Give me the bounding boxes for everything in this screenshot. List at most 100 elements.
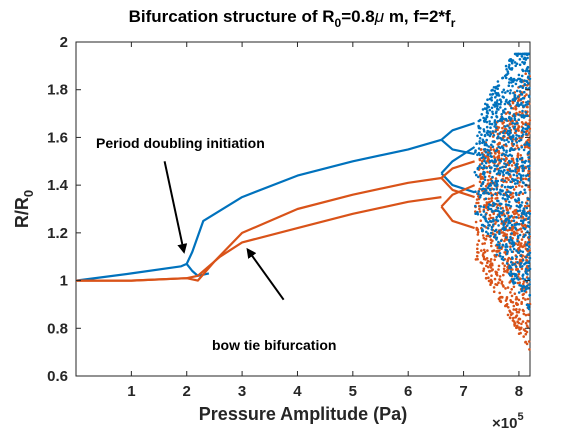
chaos-point-blue (522, 130, 526, 134)
chaos-point-blue (491, 220, 495, 223)
chaos-point-orange (501, 231, 505, 234)
chart-title: Bifurcation structure of R0=0.8μ m, f=2*… (129, 7, 456, 30)
chaos-point-blue (520, 80, 523, 84)
chaos-point-blue (520, 289, 524, 293)
x-tick-label: 3 (238, 383, 246, 400)
chaos-point-blue (523, 83, 527, 87)
chaos-point-blue (519, 215, 523, 218)
chaos-point-blue (508, 58, 512, 61)
chaos-point-blue (485, 115, 489, 118)
chaos-point-blue (521, 209, 525, 213)
chaos-point-blue (519, 249, 522, 253)
chaos-point-blue (519, 219, 523, 222)
chaos-point-blue (510, 160, 513, 163)
series-branch-blue (440, 146, 476, 174)
chaos-point-orange (508, 122, 512, 125)
chaos-point-orange (512, 161, 516, 164)
chaos-point-orange (490, 244, 493, 248)
chaos-point-blue (511, 84, 514, 88)
chaos-point-blue (502, 223, 505, 227)
chaos-point-blue (496, 87, 500, 90)
chaos-point-orange (495, 273, 499, 277)
chaos-point-orange (524, 240, 527, 244)
chaos-point-orange (524, 72, 527, 75)
chaos-point-blue (480, 166, 484, 169)
chaos-point-blue (517, 291, 521, 294)
chaos-point-blue (521, 104, 525, 107)
chaos-point-blue (525, 132, 528, 136)
chaos-point-blue (514, 137, 518, 140)
chaos-point-blue (501, 165, 504, 169)
chaos-point-blue (508, 91, 512, 95)
chaos-point-blue (481, 182, 484, 186)
chaos-point-orange (497, 151, 501, 155)
chaos-point-blue (527, 156, 530, 159)
chaos-point-blue (520, 145, 523, 149)
chaos-point-blue (528, 251, 532, 255)
chaos-point-blue (515, 89, 519, 93)
chaos-point-blue (497, 135, 500, 138)
chaos-point-blue (498, 230, 501, 233)
chaos-point-blue (508, 265, 512, 268)
chaos-point-blue (527, 95, 531, 99)
chaos-point-blue (521, 277, 525, 280)
chaos-point-blue (500, 153, 504, 157)
chaos-point-orange (518, 308, 521, 311)
chaos-point-orange (525, 342, 529, 346)
chaos-point-blue (481, 108, 485, 111)
chaos-point-blue (517, 198, 521, 202)
chaos-point-orange (508, 316, 512, 319)
y-tick-label: 1.2 (47, 225, 68, 242)
chaos-point-blue (495, 94, 499, 97)
chaos-point-blue (508, 200, 511, 204)
chaos-point-blue (519, 254, 523, 257)
chaos-point-blue (490, 122, 494, 126)
chaos-point-orange (488, 269, 491, 273)
chaos-point-blue (523, 90, 526, 94)
chaos-point-blue (491, 210, 494, 213)
chaos-point-blue (512, 135, 515, 139)
chaos-point-orange (478, 207, 481, 211)
chaos-point-orange (528, 348, 531, 351)
chaos-point-orange (478, 180, 482, 184)
chaos-point-orange (509, 245, 512, 248)
chaos-point-blue (496, 92, 500, 95)
chaos-point-blue (515, 162, 519, 166)
chaos-point-blue (483, 133, 487, 137)
chaos-point-blue (498, 202, 502, 205)
chaos-point-orange (517, 246, 521, 250)
chaos-point-blue (486, 227, 490, 230)
chaos-point-orange (509, 299, 512, 302)
chaos-point-orange (526, 297, 530, 301)
chaos-point-orange (503, 264, 507, 268)
chaos-point-blue (493, 203, 497, 206)
chaos-point-blue (524, 114, 527, 118)
chaos-point-orange (527, 146, 531, 149)
chaos-point-blue (475, 142, 478, 145)
chaos-point-blue (506, 224, 509, 227)
chaos-point-orange (517, 125, 521, 129)
chaos-point-blue (503, 198, 507, 201)
y-tick-label: 1.6 (47, 129, 68, 146)
chaos-point-orange (517, 201, 521, 204)
chaos-point-blue (490, 116, 494, 119)
chaos-point-blue (514, 170, 517, 173)
chaos-point-orange (474, 220, 478, 224)
chaos-point-orange (485, 234, 489, 238)
chaos-point-blue (481, 138, 485, 142)
chaos-point-blue (489, 207, 493, 211)
chaos-point-blue (528, 293, 532, 297)
chaos-point-blue (492, 223, 495, 226)
chaos-point-blue (504, 143, 508, 146)
chaos-point-blue (509, 270, 513, 273)
chaos-point-blue (506, 211, 509, 215)
chaos-point-blue (490, 179, 494, 183)
chaos-point-orange (517, 213, 520, 217)
chaos-point-blue (510, 106, 513, 110)
chaos-point-blue (478, 137, 482, 140)
chaos-point-blue (490, 194, 494, 197)
chaos-point-blue (498, 246, 501, 249)
chaos-point-orange (520, 185, 524, 188)
chaos-point-orange (489, 262, 493, 266)
chaos-point-orange (517, 317, 521, 321)
